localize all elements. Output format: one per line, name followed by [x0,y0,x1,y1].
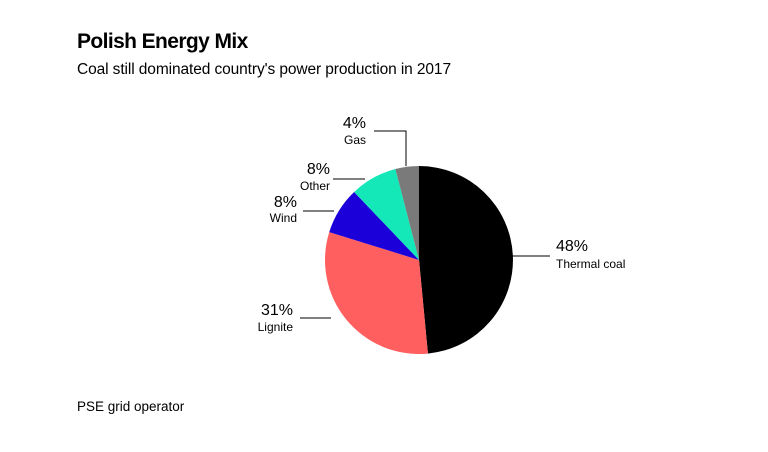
data-label-other: 8% [307,161,330,178]
pie-slices [325,166,513,354]
leader-line-gas [374,130,407,166]
pie-slice-gas [395,166,419,260]
pie-labels: 48%Thermal coal31%Lignite8%Wind8%Other4%… [258,115,626,334]
pie-slice-thermal-coal [419,166,513,354]
source-note: PSE grid operator [77,399,185,414]
category-label-lignite: Lignite [258,320,294,334]
data-label-gas: 4% [343,115,366,132]
category-label-other: Other [300,179,330,193]
pie-slice-other [354,169,419,260]
pie-slice-wind [329,191,419,260]
category-label-gas: Gas [344,133,366,147]
chart-title: Polish Energy Mix [77,30,248,53]
category-label-wind: Wind [270,211,297,225]
data-label-lignite: 31% [261,302,293,319]
pie-slice-lignite [325,232,428,354]
data-label-wind: 8% [274,194,297,211]
chart-subtitle: Coal still dominated country's power pro… [77,61,451,78]
category-label-thermal-coal: Thermal coal [556,257,625,271]
data-label-thermal-coal: 48% [556,238,588,255]
